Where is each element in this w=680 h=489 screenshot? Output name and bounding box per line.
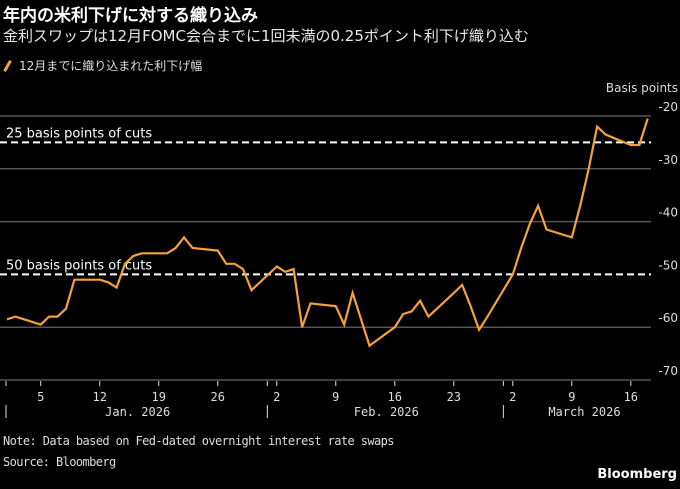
reference-line-label: 50 basis points of cuts — [6, 258, 152, 273]
x-tick-label: 26 — [211, 390, 225, 404]
series-line — [6, 118, 649, 348]
x-tick-label: 16 — [624, 390, 638, 404]
y-tick-label: -20 — [658, 100, 678, 114]
reference-line-label: 25 basis points of cuts — [6, 126, 152, 141]
month-label: March 2026 — [548, 405, 620, 419]
legend: 12月までに織り込まれた利下げ幅 — [3, 57, 202, 74]
x-tick-label: 12 — [93, 390, 107, 404]
x-tick-label: 9 — [568, 390, 575, 404]
line-chart: -20 -30 -40 -50 -60 -70 Basis points 25 basis p… — [0, 81, 678, 419]
y-tick-label: -40 — [658, 206, 678, 220]
y-tick-label: -60 — [658, 311, 678, 325]
y-axis-label: Basis points — [606, 81, 678, 95]
chart-title: 年内の米利下げに対する織り込み — [3, 6, 258, 26]
chart-subtitle: 金利スワップは12月FOMC会合までに1回未満の0.25ポイント利下げ織り込む — [3, 27, 529, 45]
x-tick-label: 16 — [388, 390, 402, 404]
x-tick-label: 23 — [447, 390, 461, 404]
month-label: Feb. 2026 — [354, 405, 419, 419]
x-tick-label: 5 — [37, 390, 44, 404]
legend-label: 12月までに織り込まれた利下げ幅 — [19, 59, 203, 73]
y-tick-label: -30 — [658, 153, 678, 167]
y-tick-label: -50 — [658, 258, 678, 272]
x-tick-label: 2 — [509, 390, 516, 404]
chart-note: Note: Data based on Fed-dated overnight … — [3, 434, 394, 448]
month-label: Jan. 2026 — [105, 405, 170, 419]
chart-source: Source: Bloomberg — [3, 455, 116, 469]
y-tick-label: -70 — [658, 364, 678, 378]
x-tick-label: 2 — [273, 390, 280, 404]
bloomberg-logo: Bloomberg — [597, 467, 677, 482]
x-tick-label: 9 — [332, 390, 339, 404]
x-tick-label: 19 — [152, 390, 166, 404]
